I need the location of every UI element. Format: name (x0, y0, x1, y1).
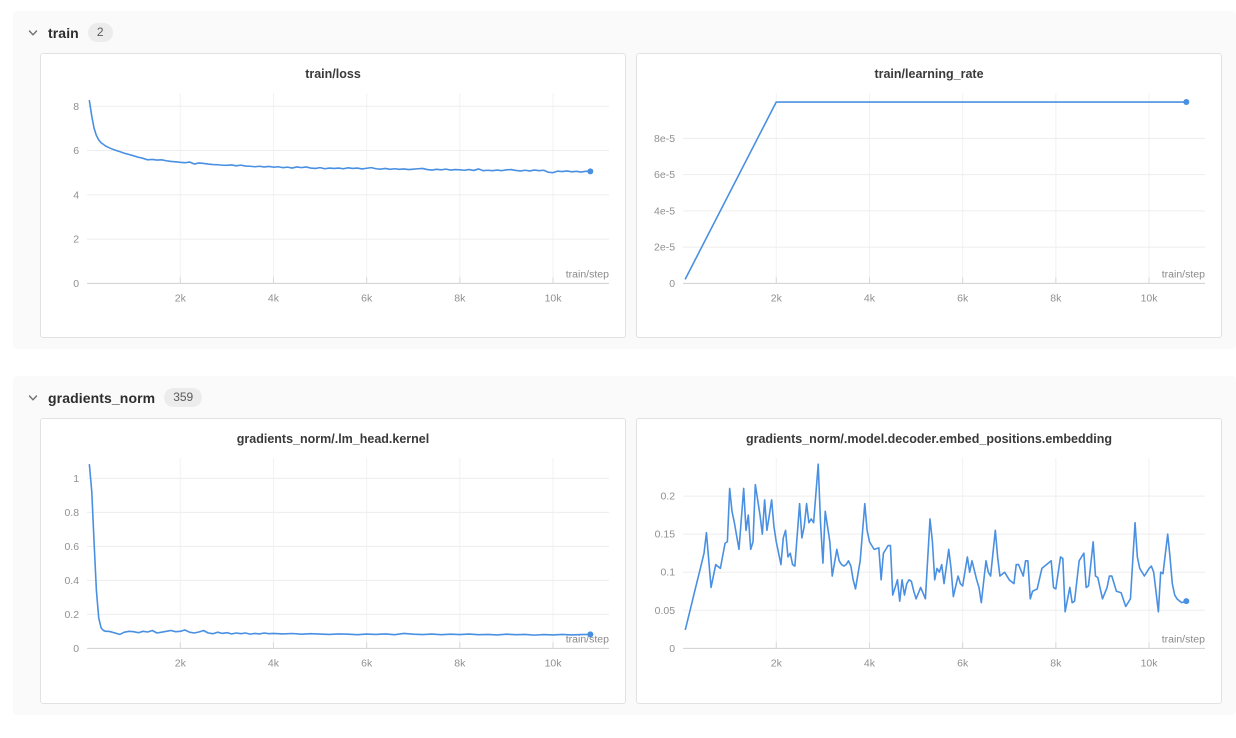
chart-panel-embed-positions[interactable]: gradients_norm/.model.decoder.embed_posi… (636, 418, 1222, 704)
svg-text:4k: 4k (268, 292, 280, 304)
svg-text:10k: 10k (545, 658, 563, 670)
svg-text:0: 0 (73, 643, 79, 655)
metric-group-train: train 2 train/loss 0 2 4 6 8 2k 4k 6k 8k 10k train… (13, 11, 1236, 350)
group-title: gradients_norm (48, 389, 156, 406)
svg-text:train/step: train/step (1162, 268, 1205, 280)
svg-text:2: 2 (73, 234, 79, 246)
svg-text:10k: 10k (1141, 658, 1159, 670)
svg-text:2k: 2k (771, 658, 783, 670)
svg-text:0: 0 (669, 643, 675, 655)
chart-title: gradients_norm/.lm_head.kernel (236, 432, 430, 447)
svg-text:6e-5: 6e-5 (654, 169, 675, 181)
svg-text:10k: 10k (1141, 292, 1159, 304)
group-header-gradients-norm[interactable]: gradients_norm 359 (13, 376, 1236, 418)
metrics-dashboard: train 2 train/loss 0 2 4 6 8 2k 4k 6k 8k 10k train… (13, 11, 1236, 715)
metric-group-gradients-norm: gradients_norm 359 gradients_norm/.lm_he… (13, 376, 1236, 715)
group-count-badge: 359 (164, 388, 203, 408)
svg-text:1: 1 (73, 473, 79, 485)
svg-text:6k: 6k (361, 658, 373, 670)
svg-text:2e-5: 2e-5 (654, 242, 675, 254)
svg-text:6k: 6k (361, 292, 373, 304)
svg-text:0.2: 0.2 (660, 491, 675, 503)
svg-text:0.1: 0.1 (660, 567, 675, 579)
svg-text:2k: 2k (771, 292, 783, 304)
svg-text:4k: 4k (268, 658, 280, 670)
charts-row: gradients_norm/.lm_head.kernel 0 0.2 0.4 0.… (13, 418, 1236, 714)
chevron-down-icon[interactable] (27, 27, 39, 39)
charts-row: train/loss 0 2 4 6 8 2k 4k 6k 8k 10k train/step tr… (13, 53, 1236, 349)
svg-text:train/step: train/step (566, 268, 609, 280)
svg-text:6k: 6k (957, 292, 969, 304)
chart-panel-train-loss[interactable]: train/loss 0 2 4 6 8 2k 4k 6k 8k 10k train/step (40, 53, 626, 339)
svg-text:0.05: 0.05 (655, 605, 676, 617)
svg-text:8e-5: 8e-5 (654, 133, 675, 145)
svg-text:2k: 2k (175, 658, 187, 670)
svg-text:8k: 8k (454, 658, 466, 670)
svg-text:8k: 8k (454, 292, 466, 304)
svg-text:0: 0 (73, 278, 79, 290)
svg-text:2k: 2k (175, 292, 187, 304)
svg-text:8k: 8k (1050, 658, 1062, 670)
svg-text:4e-5: 4e-5 (654, 205, 675, 217)
chart-title: gradients_norm/.model.decoder.embed_posi… (745, 432, 1113, 447)
group-count-badge: 2 (87, 23, 113, 42)
svg-text:0.2: 0.2 (64, 609, 79, 621)
group-title: train (48, 24, 79, 41)
svg-text:4k: 4k (864, 658, 876, 670)
chart-title: train/loss (305, 67, 361, 81)
svg-text:0.15: 0.15 (655, 529, 676, 541)
svg-text:4: 4 (73, 189, 79, 201)
svg-text:train/step: train/step (1162, 634, 1205, 646)
svg-text:8: 8 (73, 101, 79, 113)
svg-text:8k: 8k (1050, 292, 1062, 304)
svg-text:10k: 10k (545, 292, 563, 304)
svg-text:0: 0 (669, 278, 675, 290)
svg-text:6k: 6k (957, 658, 969, 670)
chart-panel-lm-head-kernel[interactable]: gradients_norm/.lm_head.kernel 0 0.2 0.4 0.… (40, 418, 626, 704)
group-header-train[interactable]: train 2 (13, 11, 1236, 53)
svg-text:6: 6 (73, 145, 79, 157)
svg-text:0.4: 0.4 (64, 575, 79, 587)
svg-text:0.6: 0.6 (64, 541, 79, 553)
svg-text:0.8: 0.8 (64, 507, 79, 519)
chart-panel-train-learning-rate[interactable]: train/learning_rate 0 2e-5 4e-5 6e-5 8e-5 2k 4… (636, 53, 1222, 339)
svg-text:train/step: train/step (566, 634, 609, 646)
chart-title: train/learning_rate (874, 67, 984, 81)
svg-text:4k: 4k (864, 292, 876, 304)
chevron-down-icon[interactable] (27, 392, 39, 404)
